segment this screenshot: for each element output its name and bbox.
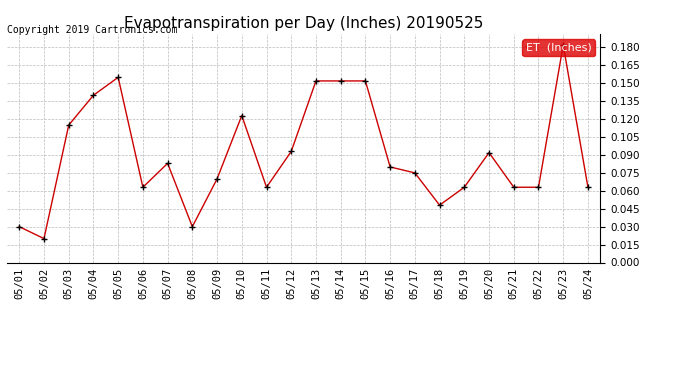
Legend: ET  (Inches): ET (Inches) [522,39,595,56]
Title: Evapotranspiration per Day (Inches) 20190525: Evapotranspiration per Day (Inches) 2019… [124,16,483,31]
Text: Copyright 2019 Cartronics.com: Copyright 2019 Cartronics.com [7,25,177,34]
